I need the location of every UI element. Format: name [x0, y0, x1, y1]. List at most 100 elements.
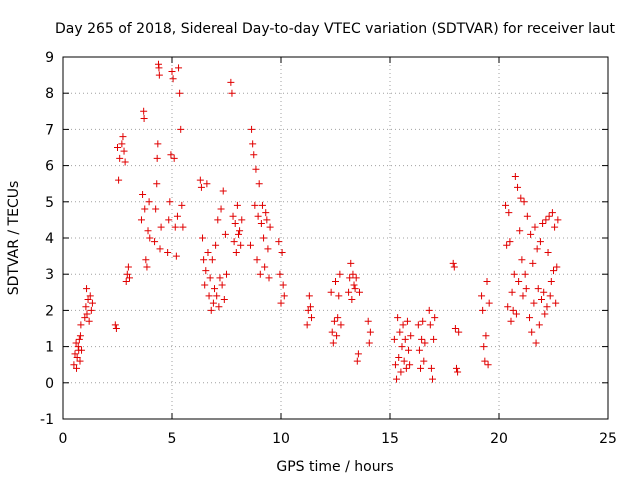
data-point: [221, 230, 229, 238]
data-point: [142, 256, 150, 264]
data-point: [483, 277, 491, 285]
data-point: [83, 310, 91, 318]
data-point: [204, 248, 212, 256]
data-point: [203, 180, 211, 188]
data-point: [425, 306, 433, 314]
data-point: [426, 321, 434, 329]
data-point: [450, 263, 458, 271]
data-point: [208, 256, 216, 264]
data-point: [527, 230, 535, 238]
data-point: [401, 335, 409, 343]
data-point: [153, 180, 161, 188]
data-point: [223, 270, 230, 278]
data-point: [397, 368, 405, 376]
data-point: [402, 364, 410, 372]
data-point: [260, 234, 268, 242]
data-point: [414, 321, 422, 329]
data-point: [517, 194, 525, 202]
data-point: [116, 154, 124, 162]
data-point: [212, 241, 220, 249]
y-tick-label: -1: [40, 412, 54, 428]
data-point: [419, 317, 427, 325]
data-point: [276, 270, 284, 278]
data-point: [405, 346, 413, 354]
data-point: [364, 317, 372, 325]
data-point: [528, 328, 536, 336]
data-point: [86, 292, 94, 300]
data-point: [76, 357, 84, 365]
data-point: [177, 125, 185, 133]
data-point: [88, 299, 96, 307]
data-point: [431, 314, 439, 322]
data-point: [218, 281, 226, 289]
data-point: [551, 223, 559, 231]
data-point: [336, 270, 344, 278]
data-point: [534, 285, 542, 293]
data-point: [346, 274, 354, 282]
data-point: [230, 238, 238, 246]
data-point: [478, 292, 486, 300]
data-point: [219, 187, 227, 195]
data-point: [238, 216, 246, 224]
data-point: [430, 335, 438, 343]
data-point: [202, 267, 210, 275]
data-point: [418, 335, 426, 343]
data-point: [351, 285, 359, 293]
x-tick-label: 0: [59, 431, 68, 447]
x-tick-label: 5: [168, 431, 177, 447]
data-point: [200, 256, 208, 264]
data-point: [227, 78, 235, 86]
data-point: [197, 183, 205, 191]
data-point: [328, 328, 336, 336]
data-point: [119, 133, 127, 141]
data-point: [172, 252, 180, 260]
data-point: [264, 245, 272, 253]
x-axis-label: GPS time / hours: [276, 459, 393, 475]
data-point: [85, 317, 93, 325]
data-point: [365, 339, 373, 347]
data-point: [406, 361, 414, 369]
data-point: [254, 212, 262, 220]
data-point: [390, 335, 398, 343]
data-point: [261, 263, 269, 271]
data-point: [236, 227, 244, 235]
data-point: [154, 140, 162, 148]
data-point: [552, 299, 560, 307]
data-point: [165, 216, 173, 224]
data-point: [280, 292, 288, 300]
y-tick-label: 7: [45, 122, 54, 138]
data-point: [140, 115, 148, 123]
data-point: [124, 263, 132, 271]
data-point: [229, 212, 237, 220]
data-point: [533, 245, 541, 253]
data-point: [508, 288, 516, 296]
data-point: [153, 154, 161, 162]
data-point: [118, 140, 126, 148]
data-point: [75, 335, 83, 343]
data-point: [506, 238, 514, 246]
data-point: [81, 314, 89, 322]
chart-title: Day 265 of 2018, Sidereal Day-to-day VTE…: [55, 21, 616, 37]
data-point: [265, 274, 273, 282]
data-point: [143, 263, 151, 271]
data-point: [546, 292, 554, 300]
data-point: [70, 361, 78, 369]
data-point: [482, 332, 490, 340]
data-point: [228, 89, 236, 97]
data-point: [350, 281, 358, 289]
data-point: [394, 314, 402, 322]
data-point: [530, 299, 538, 307]
data-point: [175, 64, 183, 72]
data-point: [538, 296, 546, 304]
data-point: [429, 375, 437, 383]
data-point: [349, 270, 357, 278]
data-point: [250, 151, 258, 159]
data-point: [115, 176, 123, 184]
data-point: [122, 277, 130, 285]
data-point: [403, 317, 411, 325]
data-point: [305, 292, 313, 300]
data-point: [213, 292, 221, 300]
data-point: [266, 223, 274, 231]
data-point: [399, 321, 407, 329]
